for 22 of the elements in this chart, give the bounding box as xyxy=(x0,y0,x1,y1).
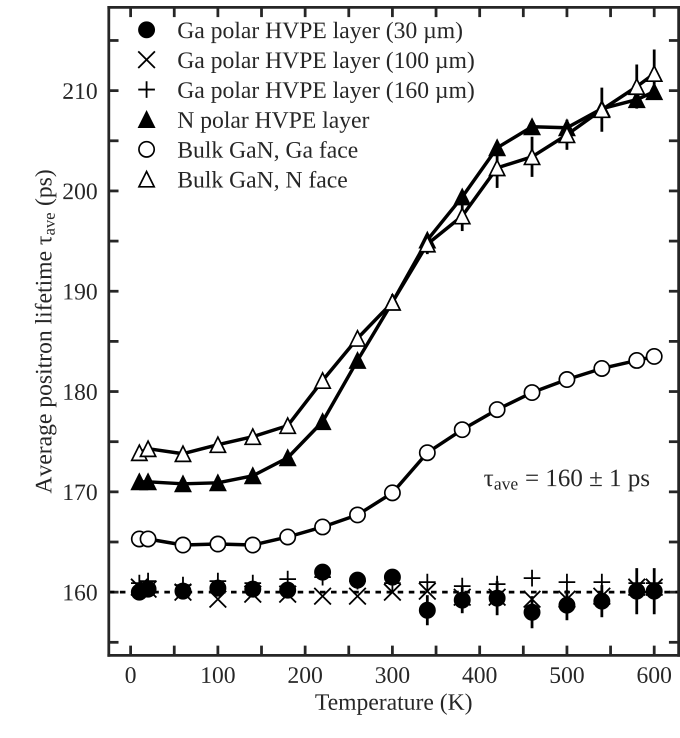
y-tick-label: 190 xyxy=(64,284,97,300)
y-tick-label: 210 xyxy=(63,83,97,100)
x-tick-label: 200 xyxy=(288,667,322,684)
y-tick-label: 180 xyxy=(64,384,97,400)
x-tick-label: 100 xyxy=(202,667,235,684)
y-tick-label: 170 xyxy=(64,484,97,500)
legend-label: Ga polar HVPE layer (160 µm) xyxy=(178,81,474,103)
legend-label: N polar HVPE layer xyxy=(178,111,370,133)
y-tick-label: 200 xyxy=(63,183,97,200)
legend-label: Bulk GaN, Ga face xyxy=(178,140,358,162)
x-tick-label: 600 xyxy=(638,667,672,684)
annotation: τ$_{ave}$ = 160 ± 1 ps xyxy=(484,469,650,492)
x-tick-label: 0 xyxy=(126,667,136,684)
y-axis-title: Average positron lifetime τ$_{ave}$ (ps) xyxy=(34,170,56,494)
x-tick-label: 500 xyxy=(550,667,584,684)
legend-label: Bulk GaN, N face xyxy=(178,170,347,192)
legend-label: Ga polar HVPE layer (100 µm) xyxy=(178,52,474,74)
x-tick-label: 300 xyxy=(376,667,410,684)
legend-label: Ga polar HVPE layer (30 µm) xyxy=(178,22,462,44)
x-tick-label: 400 xyxy=(462,667,496,684)
x-axis-title: Temperature (K) xyxy=(315,693,472,715)
y-tick-label: 160 xyxy=(64,584,97,601)
